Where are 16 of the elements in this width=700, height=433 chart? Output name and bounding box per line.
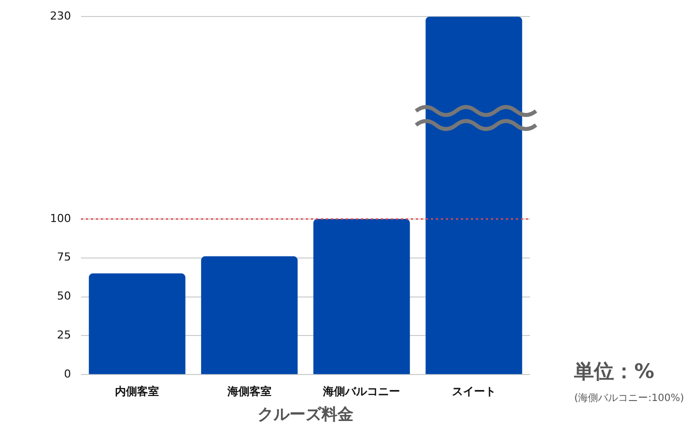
y-tick-label: 230 [50, 9, 71, 22]
y-tick-label: 100 [50, 212, 71, 225]
x-tick-label: スイート [452, 385, 496, 398]
x-tick-label: 海側バルコニー [322, 385, 400, 398]
y-tick-label: 25 [56, 328, 71, 342]
x-axis-title: クルーズ料金 [258, 404, 354, 424]
text: (海側バルコニー:100%) [574, 392, 684, 405]
bar [88, 273, 186, 374]
text: 単位：% [574, 358, 656, 385]
y-tick-label: 50 [56, 290, 71, 303]
y-tick-label: 0 [64, 367, 71, 380]
x-tick-label: 海側客室 [226, 385, 272, 398]
x-tick-label: 内側客室 [115, 385, 160, 398]
bar [313, 218, 410, 374]
y-tick-label: 75 [56, 250, 71, 264]
bar [201, 256, 298, 374]
